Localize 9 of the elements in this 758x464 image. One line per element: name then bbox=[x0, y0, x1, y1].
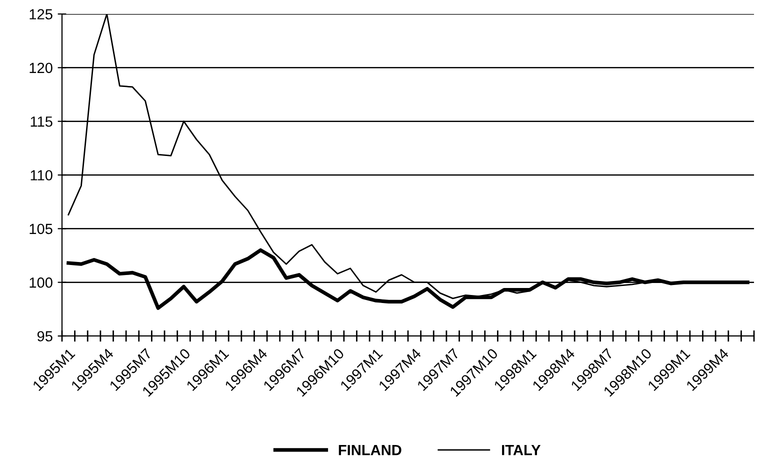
legend-label: ITALY bbox=[502, 445, 541, 456]
y-tick-label: 110 bbox=[30, 170, 52, 180]
y-tick-label: 115 bbox=[30, 116, 52, 127]
y-tick-label: 95 bbox=[37, 331, 52, 342]
y-tick-label: 105 bbox=[30, 224, 52, 234]
y-tick-label: 100 bbox=[30, 277, 52, 288]
y-tick-label: 125 bbox=[30, 9, 52, 20]
legend-label: FINLAND bbox=[338, 445, 402, 456]
y-tick-label: 120 bbox=[30, 62, 52, 74]
